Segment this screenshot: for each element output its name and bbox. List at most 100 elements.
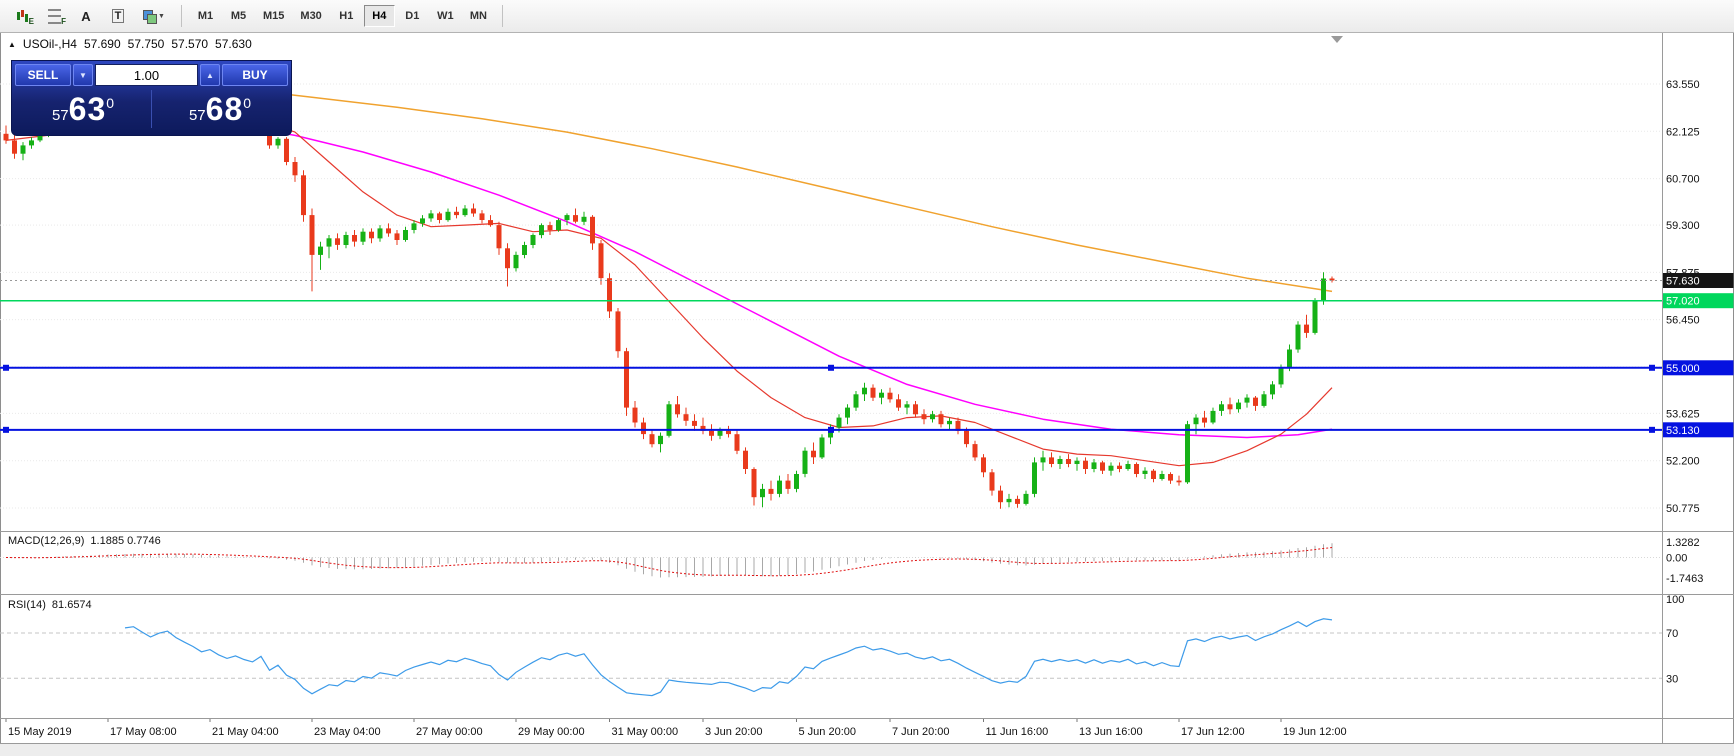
rsi-name: RSI(14) [8, 599, 46, 611]
chevron-up-icon: ▲ [206, 70, 214, 80]
rsi-pane-label: RSI(14) 81.6574 [8, 599, 92, 611]
volume-increase-button[interactable]: ▲ [200, 64, 220, 86]
price-badge-53.130 [1662, 422, 1734, 438]
buy-price[interactable]: 57 68 0 [152, 93, 288, 125]
text-annotation-button[interactable]: A [71, 4, 101, 28]
timeframe-d1-button[interactable]: D1 [397, 5, 428, 27]
time-label: 15 May 2019 [8, 726, 72, 738]
svg-text:0.00: 0.00 [1666, 553, 1687, 565]
svg-text:30: 30 [1666, 673, 1678, 685]
candle-chart-icon [15, 9, 29, 23]
time-label: 11 Jun 16:00 [986, 726, 1049, 738]
svg-text:52.200: 52.200 [1666, 456, 1700, 468]
svg-text:57.020: 57.020 [1666, 296, 1700, 308]
tool-badge: E [28, 17, 34, 26]
toolbar: E F A T ▼ M1 M5 M15 M30 H1 H4 D1 W1 MN [0, 0, 1734, 33]
ma-mid-magenta [226, 123, 1333, 439]
expert-advisors-button[interactable]: E [7, 4, 37, 28]
hline-handle[interactable] [828, 364, 834, 371]
toolbar-separator [501, 5, 503, 27]
chart-styles-button[interactable]: ▼ [135, 4, 173, 28]
timeframe-m5-button[interactable]: M5 [223, 5, 254, 27]
svg-text:62.125: 62.125 [1666, 126, 1700, 138]
open-value: 57.690 [83, 37, 121, 51]
hline-handle[interactable] [828, 426, 834, 433]
text-box-button[interactable]: T [103, 4, 133, 28]
window-bottom-strip [0, 744, 1734, 756]
ask-pip-digit: 0 [243, 95, 252, 111]
time-label: 5 Jun 20:00 [799, 726, 857, 738]
time-label: 7 Jun 20:00 [892, 726, 950, 738]
rsi-pane[interactable] [0, 618, 1662, 697]
svg-text:59.300: 59.300 [1666, 220, 1700, 232]
high-value: 57.750 [127, 37, 165, 51]
svg-text:53.625: 53.625 [1666, 408, 1700, 420]
timeframe-button-group: M1 M5 M15 M30 H1 H4 D1 W1 MN [189, 5, 495, 27]
timeframe-h4-button[interactable]: H4 [363, 5, 395, 27]
ask-big-digits: 68 [205, 91, 244, 127]
svg-text:63.550: 63.550 [1666, 79, 1700, 91]
price-badge-57.020 [1662, 293, 1734, 309]
macd-name: MACD(12,26,9) [8, 535, 85, 547]
svg-text:-1.7463: -1.7463 [1666, 573, 1703, 585]
one-click-trading-panel: SELL ▼ 1.00 ▲ BUY 57 63 0 57 68 0 [11, 60, 292, 136]
sell-button[interactable]: SELL [15, 64, 71, 86]
hline-handle[interactable] [1649, 426, 1655, 433]
time-label: 19 Jun 12:00 [1283, 726, 1347, 738]
macd-signal-line [5, 547, 1333, 577]
time-label: 17 Jun 12:00 [1181, 726, 1245, 738]
time-label: 3 Jun 20:00 [705, 726, 763, 738]
svg-text:1.3282: 1.3282 [1666, 537, 1700, 549]
svg-text:100: 100 [1666, 594, 1684, 606]
close-value: 57.630 [215, 37, 252, 51]
rsi-line [124, 618, 1333, 697]
price-badge-55.000 [1662, 360, 1734, 376]
low-value: 57.570 [171, 37, 209, 51]
timeframe-m1-button[interactable]: M1 [190, 5, 221, 27]
timeframe-mn-button[interactable]: MN [463, 5, 494, 27]
sell-price[interactable]: 57 63 0 [15, 93, 151, 125]
hline-handle[interactable] [3, 426, 9, 433]
macd-values: 1.1885 0.7746 [90, 535, 161, 547]
timeframe-w1-button[interactable]: W1 [430, 5, 461, 27]
price-scale[interactable]: 63.55062.12560.70059.30057.87556.45055.0… [1662, 79, 1734, 685]
buy-button[interactable]: BUY [222, 64, 288, 86]
macd-pane[interactable] [0, 543, 1662, 578]
time-label: 31 May 00:00 [612, 726, 679, 738]
svg-text:60.700: 60.700 [1666, 174, 1700, 186]
timeframe-m15-button[interactable]: M15 [256, 5, 291, 27]
chart-ohlc-header: ▲ USOil-,H4 57.690 57.750 57.570 57.630 [8, 37, 252, 51]
bid-pip-digit: 0 [106, 95, 115, 111]
main-price-pane[interactable] [0, 36, 1662, 509]
macd-pane-label: MACD(12,26,9) 1.1885 0.7746 [8, 535, 161, 547]
chevron-down-icon: ▼ [158, 12, 165, 20]
svg-text:57.630: 57.630 [1666, 276, 1700, 288]
sell-options-dropdown[interactable]: ▼ [73, 64, 93, 86]
ma-fast-red [5, 111, 1333, 467]
rsi-value: 81.6574 [51, 599, 92, 611]
letter-a-icon: A [81, 8, 91, 24]
timeframe-m30-button[interactable]: M30 [293, 5, 328, 27]
hline-handle[interactable] [1649, 364, 1655, 371]
tool-badge: F [61, 17, 66, 26]
quote-prices-row: 57 63 0 57 68 0 [15, 86, 288, 132]
svg-text:70: 70 [1666, 628, 1678, 640]
current-price-badge [1662, 273, 1734, 288]
time-label: 17 May 08:00 [110, 726, 177, 738]
svg-text:53.130: 53.130 [1666, 425, 1700, 437]
symbol-title: USOil-,H4 [22, 37, 77, 51]
hline-handle[interactable] [3, 364, 9, 371]
candles-series [3, 87, 1335, 509]
symbol-marker-icon: ▲ [8, 39, 16, 49]
time-label: 21 May 04:00 [212, 726, 279, 738]
trade-controls-row: SELL ▼ 1.00 ▲ BUY [15, 64, 288, 86]
grid-settings-button[interactable]: F [39, 4, 69, 28]
svg-text:50.775: 50.775 [1666, 503, 1700, 515]
timeframe-h1-button[interactable]: H1 [331, 5, 362, 27]
price-divider [151, 90, 152, 128]
volume-value: 1.00 [133, 67, 160, 83]
chart-shift-marker-icon[interactable] [1331, 36, 1343, 43]
volume-input[interactable]: 1.00 [95, 64, 198, 86]
time-scale[interactable]: 15 May 2019 17 May 08:00 21 May 04:00 23 Ma… [5, 718, 1347, 738]
